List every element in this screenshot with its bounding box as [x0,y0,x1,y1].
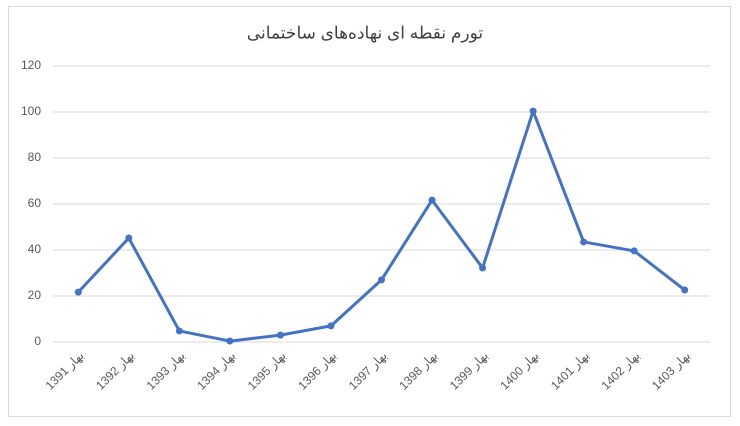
point [529,107,537,115]
y-tick-label: 60 [28,196,42,210]
point [378,276,385,284]
point [428,196,436,204]
y-tick-label: 100 [21,104,41,118]
point [74,288,82,296]
y-tick-label: 40 [28,242,42,256]
y-tick-label: 120 [21,58,41,72]
point [327,322,335,330]
point [125,234,133,242]
point [580,238,588,246]
y-tick-label: 20 [28,288,42,302]
point [226,337,234,345]
y-tick-label: 0 [34,334,41,348]
point [630,247,638,255]
point [175,327,183,335]
y-tick-label: 80 [28,150,42,164]
chart-border [8,6,731,417]
point [681,286,689,294]
chart-title: تورم نقطه ای نهاده‌های ساختمانی [247,23,483,43]
point [276,331,284,339]
point [479,264,487,272]
